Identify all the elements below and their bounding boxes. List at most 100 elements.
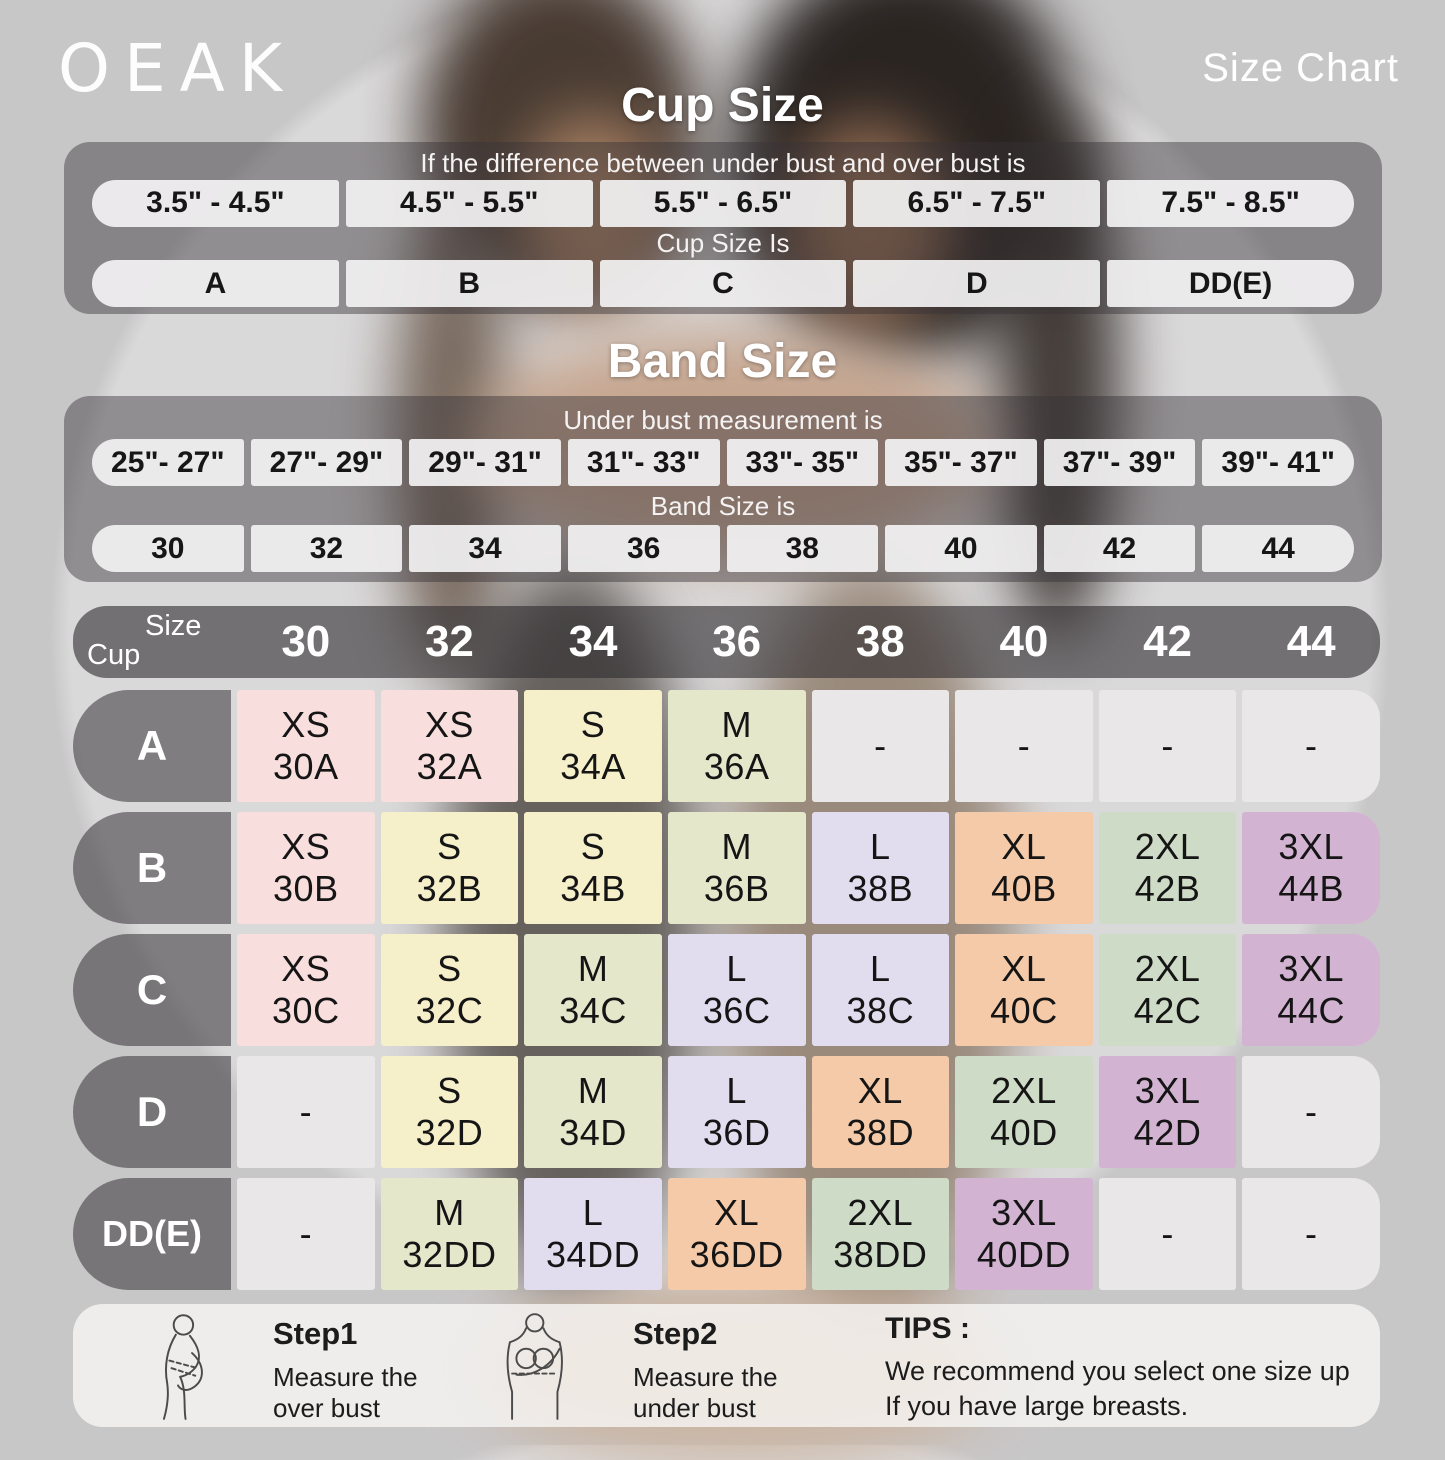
cell-B-34: S 34B (524, 812, 662, 924)
cell-C-42: 2XL 42C (1098, 934, 1237, 1046)
cup-result-label: Cup Size Is (656, 228, 790, 259)
cell-B-30: XS 30B (237, 812, 375, 924)
cell-C-38: L 38C (811, 934, 950, 1046)
step-1-line-1: Measure the (273, 1362, 418, 1392)
cell-D-30: - (237, 1056, 375, 1168)
cup-letter-3: D (853, 260, 1101, 308)
cup-range-4: 7.5" - 8.5" (1107, 179, 1354, 227)
cup-range-0: 3.5" - 4.5" (92, 179, 339, 227)
cell-C-36: L 36C (667, 934, 806, 1046)
band-value-1: 32 (250, 525, 403, 573)
matrix-header: Size Cup 30 32 34 36 38 40 42 44 (73, 606, 1380, 678)
band-value-5: 40 (885, 525, 1037, 573)
cup-condition-label: If the difference between under bust and… (420, 147, 1026, 178)
matrix-corner-cell: Size Cup (73, 606, 231, 678)
band-range-row: 25"- 27" 27"- 29" 29"- 31" 31"- 33" 33"- 35"… (92, 439, 1354, 487)
band-size-heading: Band Size (607, 335, 838, 388)
band-value-3: 36 (567, 525, 720, 573)
cell-B-36: M 36B (667, 812, 806, 924)
cup-size-heading: Cup Size (621, 79, 824, 132)
cell-DD(E)-38: 2XL 38DD (811, 1178, 950, 1290)
tips-block: TIPS : We recommend you select one size … (885, 1312, 1350, 1424)
matrix-row-label-C: C (73, 934, 231, 1046)
size-matrix: Size Cup 30 32 34 36 38 40 42 44 A XS 30A XS 32A S 34… (73, 606, 1380, 1300)
step-2-line-1: Measure the (633, 1362, 778, 1392)
cell-D-44: - (1242, 1056, 1380, 1168)
step-1: Step1 Measure the over bust (273, 1316, 418, 1423)
matrix-body: A XS 30A XS 32A S 34A M 36A - - - - B XS 30B S 32B S 34B M 36… (73, 690, 1380, 1290)
cup-letter-2: C (599, 260, 847, 308)
matrix-row-label-DD(E): DD(E) (73, 1178, 231, 1290)
band-value-6: 42 (1043, 525, 1196, 573)
measure-under-bust-illustration (473, 1312, 603, 1425)
cell-A-30: XS 30A (237, 690, 375, 802)
band-range-6: 37"- 39" (1043, 439, 1196, 487)
cup-size-panel: If the difference between under bust and… (64, 142, 1382, 314)
cup-range-1: 4.5" - 5.5" (345, 179, 593, 227)
band-range-0: 25"- 27" (92, 439, 244, 487)
matrix-column-header-32: 32 (424, 617, 474, 666)
cell-A-42: - (1098, 690, 1237, 802)
cup-letter-0: A (92, 260, 339, 308)
measure-over-bust-illustration (113, 1312, 243, 1425)
step-1-line-2: over bust (273, 1392, 380, 1423)
cell-DD(E)-30: - (237, 1178, 375, 1290)
matrix-column-header-38: 38 (855, 617, 905, 666)
cup-letter-1: B (345, 260, 593, 308)
cup-range-3: 6.5" - 7.5" (853, 179, 1101, 227)
band-range-2: 29"- 31" (409, 439, 561, 487)
cell-DD(E)-32: M 32DD (380, 1178, 519, 1290)
cup-letter-4: DD(E) (1107, 260, 1354, 308)
cell-A-34: S 34A (524, 690, 662, 802)
cell-DD(E)-36: XL 36DD (667, 1178, 806, 1290)
brand-logo: OEAK (58, 30, 297, 107)
cell-A-44: - (1242, 690, 1380, 802)
cell-DD(E)-34: L 34DD (524, 1178, 662, 1290)
cell-D-40: 2XL 40D (955, 1056, 1093, 1168)
matrix-row-C: C XS 30C S 32C M 34C L 36C L 38C XL 40C 2XL 42C 3XL 44C (73, 934, 1380, 1046)
cell-D-32: S 32D (380, 1056, 519, 1168)
cell-D-34: M 34D (524, 1056, 662, 1168)
cell-C-30: XS 30C (237, 934, 375, 1046)
band-result-label: Band Size is (650, 490, 796, 521)
cell-A-38: - (811, 690, 950, 802)
step-2-line-2: under bust (633, 1392, 756, 1423)
band-range-5: 35"- 37" (885, 439, 1037, 487)
matrix-column-header-30: 30 (281, 617, 331, 666)
cup-letter-row: A B C D DD(E) (92, 260, 1354, 308)
matrix-column-header-42: 42 (1143, 617, 1193, 666)
cell-DD(E)-44: - (1242, 1178, 1380, 1290)
matrix-row-label-B: B (73, 812, 231, 924)
instructions-bar: Step1 Measure the over bust Step2 Measur… (73, 1304, 1380, 1427)
cell-B-40: XL 40B (955, 812, 1093, 924)
page-title: Size Chart (1202, 46, 1399, 90)
band-value-2: 34 (409, 525, 561, 573)
cell-DD(E)-40: 3XL 40DD (955, 1178, 1093, 1290)
band-size-panel: Under bust measurement is 25"- 27" 27"- 2… (64, 396, 1382, 582)
cell-C-34: M 34C (524, 934, 662, 1046)
cell-D-36: L 36D (667, 1056, 806, 1168)
matrix-column-header-44: 44 (1286, 617, 1336, 666)
matrix-column-header-36: 36 (712, 617, 762, 666)
band-value-4: 38 (726, 525, 879, 573)
band-range-3: 31"- 33" (567, 439, 720, 487)
cell-C-40: XL 40C (955, 934, 1093, 1046)
matrix-column-header-40: 40 (999, 617, 1049, 666)
cell-A-36: M 36A (667, 690, 806, 802)
cell-B-44: 3XL 44B (1242, 812, 1380, 924)
cell-B-32: S 32B (380, 812, 519, 924)
corner-size-label: Size (145, 610, 202, 642)
matrix-row-D: D - S 32D M 34D L 36D XL 38D 2XL 40D 3XL 42D - (73, 1056, 1380, 1168)
band-condition-label: Under bust measurement is (563, 404, 883, 435)
band-value-row: 30 32 34 36 38 40 42 44 (92, 525, 1354, 573)
band-value-0: 30 (92, 525, 244, 573)
tips-line-1: We recommend you select one size up (885, 1356, 1350, 1386)
cell-D-38: XL 38D (811, 1056, 950, 1168)
backdrop-torso-left (445, 560, 700, 1290)
cell-B-38: L 38B (811, 812, 950, 924)
band-range-4: 33"- 35" (726, 439, 879, 487)
cell-C-44: 3XL 44C (1242, 934, 1380, 1046)
matrix-row-label-D: D (73, 1056, 231, 1168)
matrix-column-header-34: 34 (568, 617, 618, 666)
cell-D-42: 3XL 42D (1098, 1056, 1237, 1168)
